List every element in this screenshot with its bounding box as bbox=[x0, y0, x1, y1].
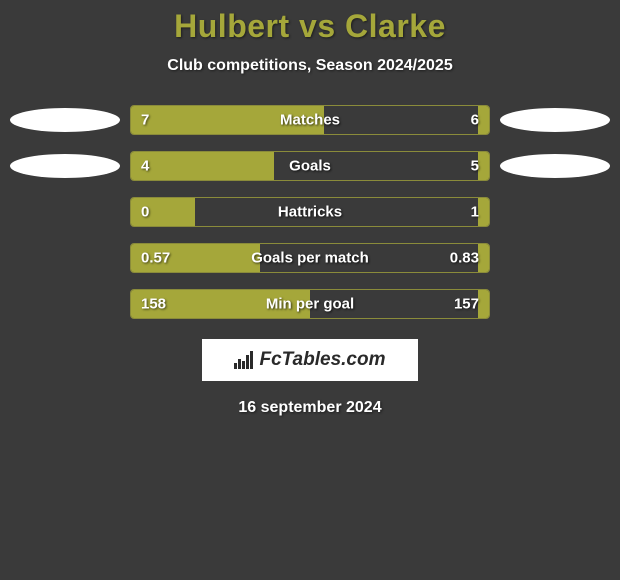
comparison-infographic: Hulbert vs Clarke Club competitions, Sea… bbox=[0, 0, 620, 580]
stats-area: 7 Matches 6 4 Goals 5 0 Hattri bbox=[0, 105, 620, 319]
left-avatar bbox=[10, 154, 120, 178]
stat-bar: 7 Matches 6 bbox=[130, 105, 490, 135]
right-value: 1 bbox=[471, 204, 479, 221]
stat-row-hattricks: 0 Hattricks 1 bbox=[10, 197, 610, 227]
bar-right-fill bbox=[478, 290, 489, 318]
stat-bar: 0 Hattricks 1 bbox=[130, 197, 490, 227]
bar-right-fill bbox=[478, 152, 489, 180]
bar-right-fill bbox=[478, 198, 489, 226]
bar-left-fill bbox=[131, 152, 274, 180]
stat-bar: 4 Goals 5 bbox=[130, 151, 490, 181]
left-value: 0.57 bbox=[141, 250, 170, 267]
right-value: 6 bbox=[471, 112, 479, 129]
stat-row-goals: 4 Goals 5 bbox=[10, 151, 610, 181]
subtitle: Club competitions, Season 2024/2025 bbox=[0, 57, 620, 75]
right-value: 5 bbox=[471, 158, 479, 175]
stat-bar: 0.57 Goals per match 0.83 bbox=[130, 243, 490, 273]
stat-label: Hattricks bbox=[278, 204, 342, 221]
bar-right-fill bbox=[478, 244, 489, 272]
left-value: 0 bbox=[141, 204, 149, 221]
stat-label: Goals bbox=[289, 158, 331, 175]
left-avatar bbox=[10, 108, 120, 132]
footer-date: 16 september 2024 bbox=[0, 399, 620, 417]
right-value: 0.83 bbox=[450, 250, 479, 267]
branding-logo: FcTables.com bbox=[202, 339, 418, 381]
left-value: 4 bbox=[141, 158, 149, 175]
stat-row-min-per-goal: 158 Min per goal 157 bbox=[10, 289, 610, 319]
page-title: Hulbert vs Clarke bbox=[0, 0, 620, 45]
stat-row-goals-per-match: 0.57 Goals per match 0.83 bbox=[10, 243, 610, 273]
stat-row-matches: 7 Matches 6 bbox=[10, 105, 610, 135]
stat-label: Matches bbox=[280, 112, 340, 129]
right-avatar bbox=[500, 108, 610, 132]
logo-text: FcTables.com bbox=[259, 349, 385, 371]
stat-label: Goals per match bbox=[251, 250, 369, 267]
stat-label: Min per goal bbox=[266, 296, 354, 313]
bar-chart-icon bbox=[234, 351, 253, 369]
bar-right-fill bbox=[478, 106, 489, 134]
logo-inner: FcTables.com bbox=[234, 349, 385, 371]
right-avatar bbox=[500, 154, 610, 178]
right-value: 157 bbox=[454, 296, 479, 313]
left-value: 158 bbox=[141, 296, 166, 313]
left-value: 7 bbox=[141, 112, 149, 129]
stat-bar: 158 Min per goal 157 bbox=[130, 289, 490, 319]
